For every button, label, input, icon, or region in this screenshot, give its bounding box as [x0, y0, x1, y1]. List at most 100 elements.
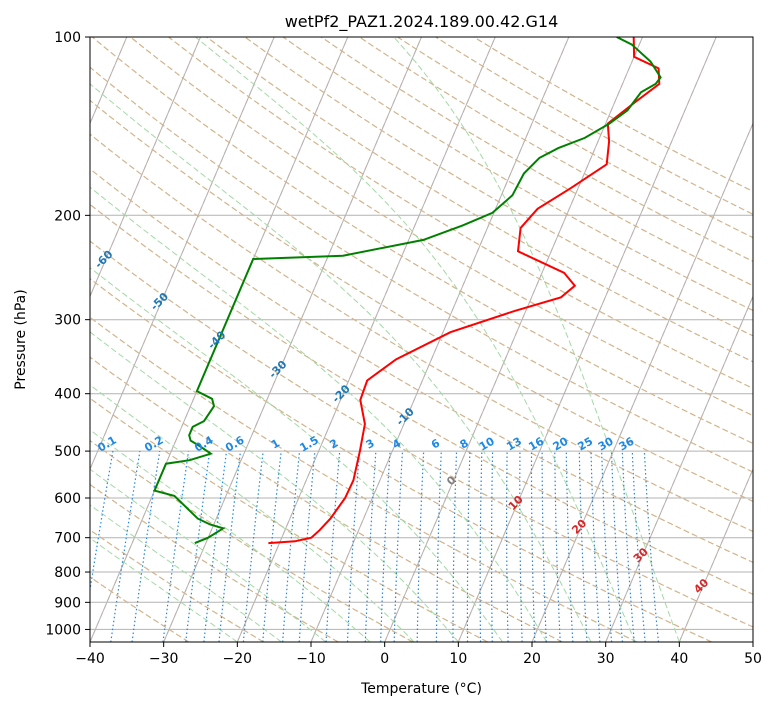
dry-adiabat-line: [473, 37, 753, 193]
chart-title: wetPf2_PAZ1.2024.189.00.42.G14: [285, 12, 559, 32]
isotherm-grid-line: [605, 295, 753, 642]
mixing-ratio-line: [203, 451, 228, 642]
dry-adiabat-line: [244, 37, 753, 337]
x-tick-label: 50: [744, 651, 762, 667]
dry-adiabat-line: [90, 316, 638, 642]
mixing-ratio-line: [90, 450, 114, 594]
mixing-ratio-label: 1: [269, 437, 282, 452]
dewpoint-trace: [153, 37, 662, 545]
isotherm-label: 0: [444, 473, 459, 488]
moist-adiabat-line: [90, 537, 238, 642]
y-axis-label: Pressure (hPa): [13, 289, 29, 389]
isotherm-label: -30: [266, 358, 289, 381]
moist-adiabat-line: [195, 37, 636, 642]
isotherm-label: -80: [0, 134, 17, 157]
x-tick-label: −40: [75, 651, 105, 667]
mixing-ratio-line: [643, 451, 660, 642]
mixing-ratio-line: [590, 451, 601, 642]
dry-adiabat-line: [282, 37, 753, 312]
moist-adiabat-line: [90, 186, 548, 642]
x-axis-label: Temperature (°C): [360, 681, 482, 697]
mixing-ratio-line: [506, 451, 509, 642]
y-tick-label: 1000: [45, 622, 81, 638]
isotherm-grid-line: [752, 640, 753, 642]
isotherm-grid-line: [457, 37, 717, 642]
x-tick-label: −30: [149, 651, 179, 667]
isotherm-grid-line: [90, 37, 201, 298]
x-tick-label: 20: [523, 651, 541, 667]
y-tick-label: 200: [54, 208, 81, 224]
moist-adiabat-line: [90, 504, 282, 642]
temperature-trace: [268, 37, 661, 545]
mixing-ratio-label: 2: [327, 437, 340, 452]
isotherm-label: -10: [394, 405, 417, 428]
y-tick-label: 100: [54, 30, 81, 46]
mixing-ratio-line: [479, 451, 483, 642]
isotherm-grid-line: [163, 37, 422, 642]
y-tick-label: 500: [54, 444, 81, 460]
isotherm-label: -40: [205, 328, 228, 351]
mixing-ratio-label: 6: [429, 436, 442, 451]
mixing-ratio-line: [262, 451, 282, 642]
dry-adiabat-line: [359, 37, 753, 263]
mixing-ratio-line: [364, 451, 377, 642]
mixing-ratio-line: [565, 451, 574, 642]
isotherm-dashed-line: [605, 295, 753, 642]
mixing-ratio-line: [131, 451, 161, 642]
y-tick-label: 300: [54, 313, 81, 329]
y-tick-label: 400: [54, 387, 81, 403]
moist-adiabat-line: [90, 429, 371, 642]
dry-adiabat-line: [320, 37, 753, 287]
dry-adiabat-line: [130, 37, 753, 417]
mixing-ratio-line: [185, 451, 211, 642]
dry-adiabat-line: [90, 356, 563, 642]
mixing-ratio-line: [530, 451, 536, 642]
dry-adiabat-line: [90, 397, 488, 642]
dry-adiabat-line: [90, 483, 339, 642]
x-tick-label: −10: [296, 651, 326, 667]
isotherm-grid-line: [678, 467, 753, 642]
isotherm-grid-line: [236, 37, 496, 642]
mixing-ratio-line: [601, 451, 613, 642]
dry-adiabat-line: [91, 37, 753, 445]
mixing-ratio-line: [110, 451, 141, 642]
dry-adiabat-line: [90, 133, 753, 533]
moist-adiabat-line: [90, 331, 459, 642]
isotherm-label: 20: [569, 517, 589, 537]
isotherm-label: 30: [631, 545, 651, 565]
isotherm-label: -50: [148, 290, 171, 313]
plot-frame: [89, 36, 754, 643]
isotherm-dashed-line: [531, 122, 753, 642]
mixing-ratio-line: [631, 451, 646, 642]
isotherm-label: 10: [506, 493, 526, 513]
isotherm-dashed-line: [678, 467, 753, 642]
x-tick-label: 30: [597, 651, 615, 667]
moist-adiabat-line: [90, 83, 592, 642]
dry-adiabat-line: [206, 37, 753, 363]
mixing-ratio-line: [621, 451, 635, 642]
mixing-ratio-line: [416, 451, 425, 642]
dry-adiabat-line: [90, 99, 753, 503]
mixing-ratio-line: [242, 451, 264, 642]
isotherm-label: -20: [330, 382, 353, 405]
mixing-ratio-line: [282, 451, 301, 642]
dry-adiabat-line: [90, 240, 753, 628]
moist-adiabat-line: [393, 37, 680, 642]
dry-adiabat-line: [168, 37, 753, 390]
moist-adiabat-line: [90, 384, 415, 642]
y-tick-label: 700: [54, 531, 81, 547]
dry-adiabat-line: [435, 37, 753, 215]
mixing-ratio-line: [490, 451, 494, 642]
mixing-ratio-line: [466, 451, 471, 642]
y-tick-label: 900: [54, 595, 81, 611]
isotherm-label: 40: [691, 576, 711, 596]
dry-adiabat-line: [90, 439, 414, 642]
mixing-ratio-line: [218, 451, 242, 642]
isotherm-grid-line: [531, 122, 753, 642]
x-tick-label: 0: [380, 651, 389, 667]
moist-adiabat-line: [90, 468, 327, 642]
isotherm-dashed-line: [752, 640, 753, 642]
mixing-ratio-line: [298, 451, 316, 642]
mixing-ratio-line: [554, 451, 561, 642]
